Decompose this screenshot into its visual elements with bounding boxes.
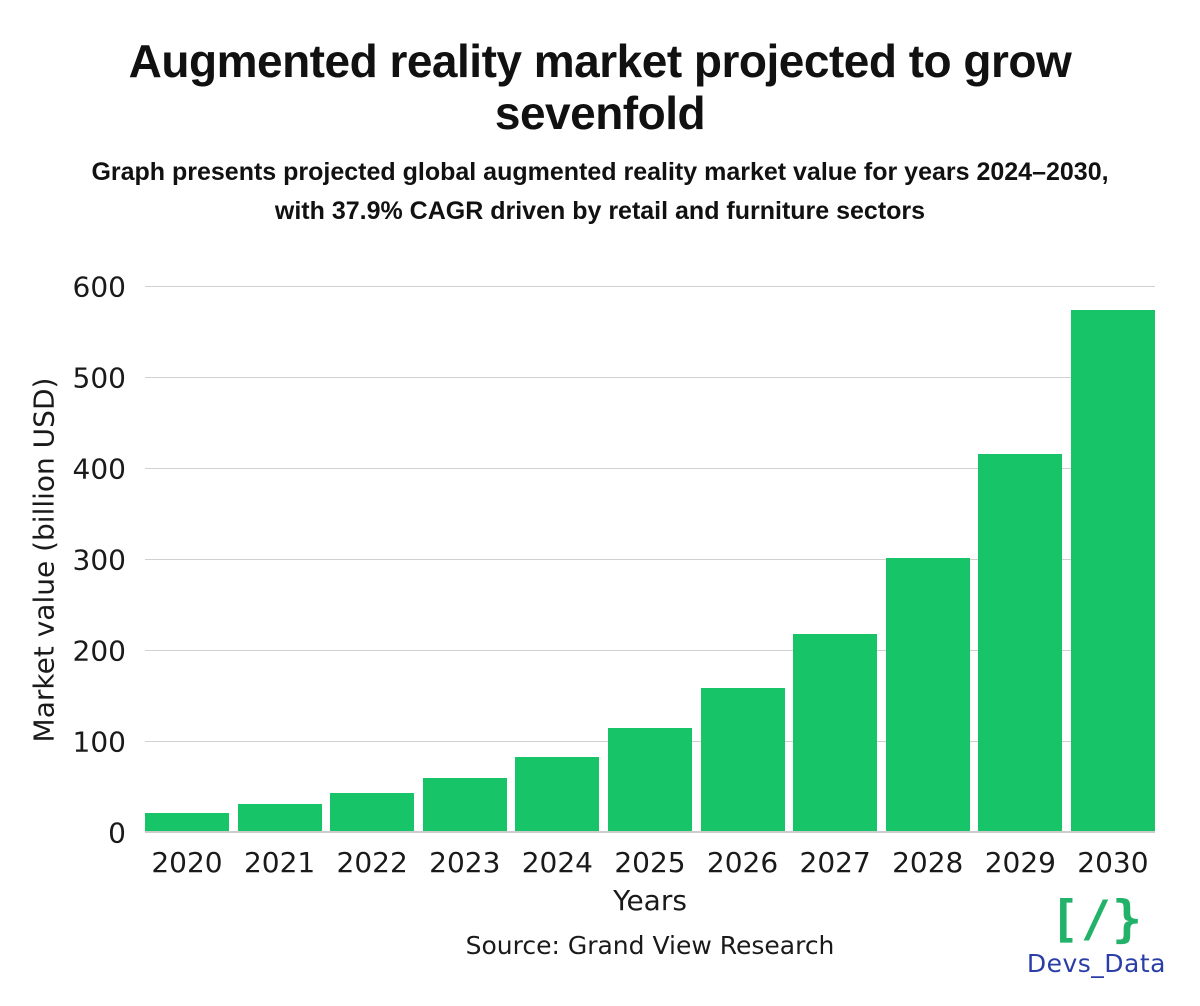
gridline xyxy=(145,468,1155,469)
y-tick-label: 400 xyxy=(72,452,126,486)
x-tick-label: 2030 xyxy=(1077,846,1149,879)
bars-layer: 2020 2021 2022 2023 2024 2025 2026 2027 2028 2029… xyxy=(145,287,1155,879)
bar-group-2024: 2024 xyxy=(515,287,600,879)
bar-2026 xyxy=(700,688,785,833)
y-tick-label: 500 xyxy=(72,361,126,395)
bar-group-2020: 2020 xyxy=(145,287,229,879)
bar-2030 xyxy=(1070,309,1155,833)
y-tick-label: 600 xyxy=(72,270,126,304)
gridline xyxy=(145,559,1155,560)
source-note: Source: Grand View Research xyxy=(465,931,835,960)
x-tick-label: 2023 xyxy=(429,846,501,879)
chart-subtitle-line1: Graph presents projected global augmente… xyxy=(91,158,1109,186)
bar-2023 xyxy=(422,778,507,833)
devsdata-logo: [/} Devs_Data xyxy=(1026,889,1166,978)
gridline xyxy=(145,650,1155,651)
x-axis-line xyxy=(145,831,1155,833)
bar-group-2023: 2023 xyxy=(422,287,507,879)
bar-2025 xyxy=(607,728,692,833)
x-tick-label: 2024 xyxy=(521,846,594,879)
bar-group-2022: 2022 xyxy=(330,287,415,879)
bar-group-2021: 2021 xyxy=(237,287,322,879)
bar-group-2028: 2028 xyxy=(885,287,970,879)
devsdata-logo-text: Devs_Data xyxy=(1026,949,1166,978)
x-tick-label: 2021 xyxy=(243,846,316,879)
bar-2022 xyxy=(330,792,415,833)
x-axis-title: Years xyxy=(613,884,687,917)
bar-group-2025: 2025 xyxy=(607,287,692,879)
chart-subtitle-line2: with 37.9% CAGR driven by retail and fur… xyxy=(274,196,926,225)
x-tick-label: 2025 xyxy=(614,846,686,879)
bar-2021 xyxy=(237,803,322,833)
y-tick-label: 100 xyxy=(72,725,126,759)
y-tick-label: 0 xyxy=(108,816,126,850)
chart-subtitle: Graph presents projected global augmente… xyxy=(0,153,1200,231)
bar-2024 xyxy=(515,756,600,833)
x-tick-label: 2026 xyxy=(706,846,779,879)
devsdata-logo-icon: [/} xyxy=(1049,889,1144,948)
x-tick-label: 2027 xyxy=(799,846,871,879)
bar-group-2027: 2027 xyxy=(793,287,878,879)
gridline xyxy=(145,377,1155,378)
x-tick-label: 2022 xyxy=(336,846,408,879)
gridline xyxy=(145,286,1155,287)
bar-group-2026: 2026 xyxy=(700,287,785,879)
bar-2020 xyxy=(145,812,229,833)
x-tick-label: 2020 xyxy=(151,846,223,879)
bar-group-2030: 2030 xyxy=(1070,287,1155,879)
y-tick-label: 300 xyxy=(72,543,126,577)
chart-title: Augmented reality market projected to gr… xyxy=(128,35,1072,139)
y-tick-label: 200 xyxy=(72,634,126,668)
bar-group-2029: 2029 xyxy=(978,287,1063,879)
x-tick-label: 2028 xyxy=(892,846,964,879)
plot-area: 2020 2021 2022 2023 2024 2025 2026 2027 2028 2029… xyxy=(145,286,1155,879)
y-axis-ticks: 0 100 200 300 400 500 600 xyxy=(0,271,126,850)
bar-2027 xyxy=(793,633,878,833)
bar-2028 xyxy=(885,558,970,833)
x-tick-label: 2029 xyxy=(984,846,1056,879)
bar-2029 xyxy=(978,453,1063,833)
